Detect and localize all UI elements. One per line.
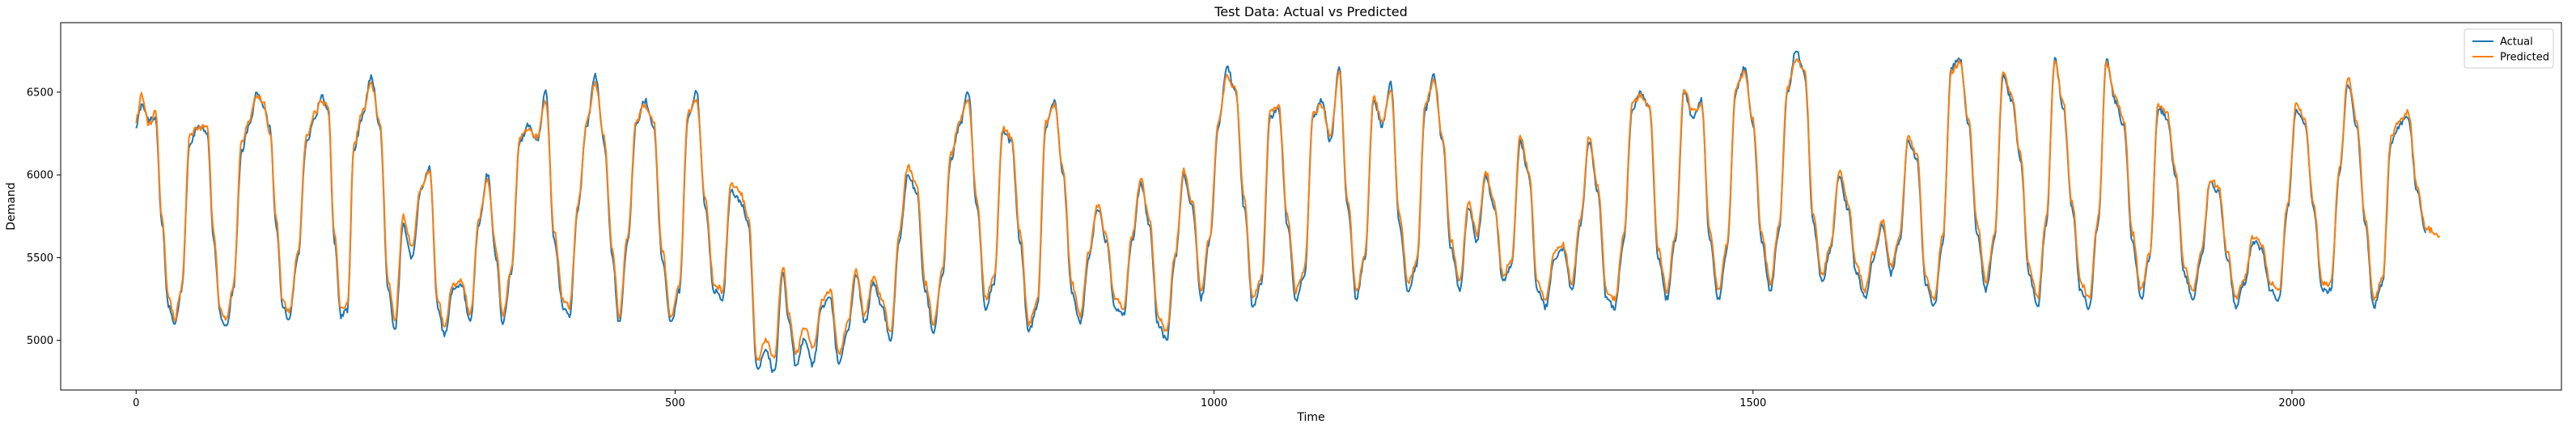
y-tick-label: 6000 [27, 170, 53, 182]
x-tick-label: 500 [665, 397, 685, 409]
plot-frame [60, 22, 2562, 391]
y-tick-label: 5500 [27, 252, 53, 265]
x-tick-label: 1000 [1201, 397, 1227, 409]
series-layer [135, 50, 2441, 374]
y-tick-label: 5000 [27, 335, 53, 347]
series-line-predicted [135, 58, 2441, 362]
x-tick-label: 0 [133, 397, 139, 409]
x-axis: 0 500 1000 1500 2000 [133, 390, 2305, 409]
x-tick-label: 1500 [1739, 397, 1766, 409]
legend: Actual Predicted [2464, 28, 2554, 69]
legend-label: Predicted [2500, 52, 2549, 64]
y-tick-label: 6500 [27, 87, 53, 99]
y-axis: 5000 5500 6000 6500 [27, 87, 61, 347]
chart-title: Test Data: Actual vs Predicted [1214, 4, 1407, 19]
plot-area [61, 23, 2561, 390]
x-axis-label: Time [1296, 411, 1324, 424]
legend-label: Actual [2500, 36, 2533, 49]
x-tick-label: 2000 [2278, 397, 2305, 409]
y-axis-label: Demand [5, 182, 18, 230]
legend-box [2464, 28, 2554, 69]
